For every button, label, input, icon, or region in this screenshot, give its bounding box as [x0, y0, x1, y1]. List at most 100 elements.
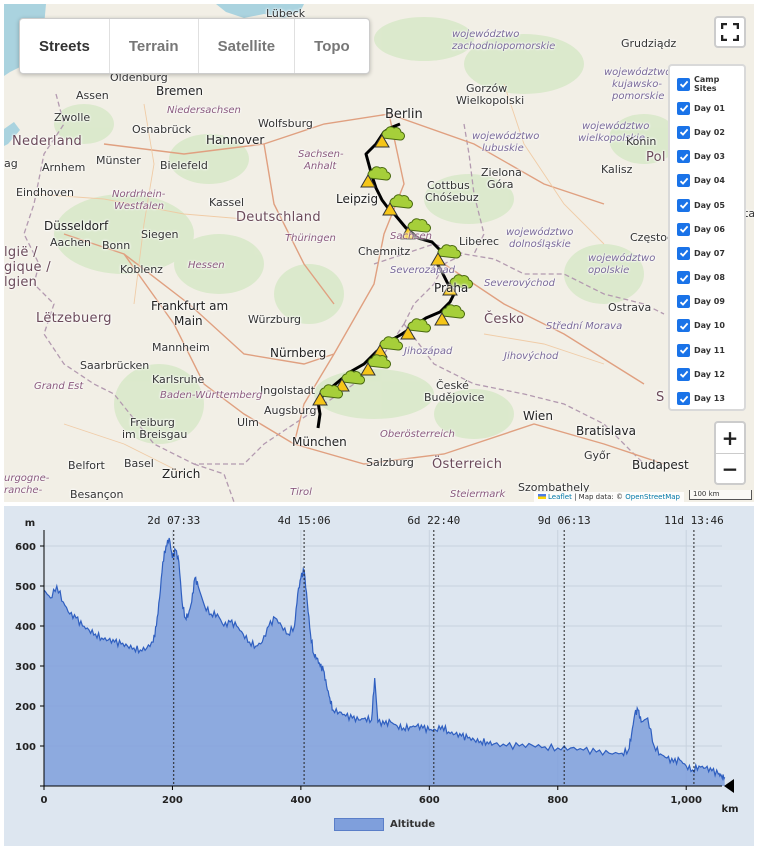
map-label: lubuskie — [482, 143, 524, 154]
checkbox-checked-icon[interactable] — [677, 246, 690, 260]
checkbox-checked-icon[interactable] — [677, 343, 690, 357]
camp-markers — [312, 126, 473, 406]
map-label: Konin — [626, 135, 657, 148]
layer-toggle[interactable]: Day 07 — [677, 241, 744, 265]
map-label: Main — [174, 314, 203, 328]
layer-toggle[interactable]: Day 01 — [677, 96, 744, 120]
day-marker-icon — [367, 166, 391, 181]
map-label: tac — [744, 207, 754, 220]
layer-toggle[interactable]: Day 05 — [677, 193, 744, 217]
checkbox-checked-icon[interactable] — [677, 77, 690, 91]
map-label: S — [656, 390, 665, 405]
legend-swatch — [334, 818, 384, 831]
attribution: Leaflet | Map data: © OpenStreetMap — [534, 492, 684, 502]
country-borders — [23, 93, 665, 502]
layer-control: Camp Sites Day 01 Day 02 Day 03 Day 04 Day 05… — [668, 64, 746, 411]
map-label: Nederland — [12, 134, 83, 149]
map-label: Nürnberg — [270, 346, 327, 360]
checkbox-checked-icon[interactable] — [677, 222, 690, 236]
layer-label: Day 05 — [694, 200, 725, 210]
layer-label: Day 03 — [694, 152, 725, 162]
tab-satellite[interactable]: Satellite — [199, 19, 296, 73]
day-marker-icon — [319, 384, 343, 399]
chart-legend[interactable]: Altitude — [334, 818, 435, 831]
day-marker-icon — [381, 126, 405, 141]
checkbox-checked-icon[interactable] — [677, 101, 690, 115]
map-label: wielkopolskie — [578, 133, 645, 144]
leaflet-link[interactable]: Leaflet — [548, 493, 572, 501]
fullscreen-button[interactable] — [714, 16, 746, 48]
layer-toggle[interactable]: Camp Sites — [677, 72, 744, 96]
x-tick-label: 800 — [547, 795, 568, 806]
map-label: gique / — [4, 260, 51, 275]
map-label: Kassel — [209, 196, 245, 209]
layer-toggle[interactable]: Day 04 — [677, 169, 744, 193]
map-view[interactable]: Lübeck województwo zachodniopomorskie Gr… — [4, 4, 754, 502]
checkbox-checked-icon[interactable] — [677, 367, 690, 381]
x-tick-label: 200 — [162, 795, 183, 806]
layer-toggle[interactable]: Day 08 — [677, 266, 744, 290]
position-pointer-icon — [724, 779, 734, 793]
time-marker-label: 9d 06:13 — [538, 514, 591, 527]
zoom-control: + − — [714, 421, 746, 485]
map-label: Praha — [434, 281, 469, 295]
map-label: lgien — [4, 275, 38, 290]
map-label: Chóśebuz — [425, 191, 479, 204]
time-marker-label: 2d 07:33 — [147, 514, 200, 527]
fullscreen-icon — [721, 23, 739, 41]
map-label: Aachen — [50, 236, 92, 249]
x-tick-label: 1,000 — [670, 795, 702, 806]
map-label: Koblenz — [120, 263, 163, 276]
map-label: Szombathely — [518, 481, 590, 494]
layer-toggle[interactable]: Day 10 — [677, 314, 744, 338]
day-marker-icon — [437, 244, 461, 259]
map-label: Bielefeld — [160, 159, 208, 172]
checkbox-checked-icon[interactable] — [677, 392, 690, 406]
map-label: lgië / — [4, 245, 38, 260]
map-label: pomorskie — [612, 91, 665, 102]
map-label: województwo — [506, 227, 574, 238]
map-label: Zielona — [481, 166, 522, 179]
checkbox-checked-icon[interactable] — [677, 319, 690, 333]
layer-toggle[interactable]: Day 12 — [677, 362, 744, 386]
layer-toggle[interactable]: Day 09 — [677, 290, 744, 314]
layer-toggle[interactable]: Day 02 — [677, 120, 744, 144]
map-label: Würzburg — [248, 313, 302, 326]
checkbox-checked-icon[interactable] — [677, 150, 690, 164]
map-label: Frankfurt am — [151, 299, 229, 313]
campsite-icon — [382, 202, 398, 216]
layer-label: Day 13 — [694, 394, 725, 404]
map-label: Lübeck — [266, 7, 306, 20]
layer-label: Day 01 — [694, 103, 725, 113]
map-label: województwo — [582, 121, 650, 132]
elevation-profile[interactable]: 2d 07:33 4d 15:06 6d 22:40 9d 06:13 11d 13:4… — [4, 506, 754, 846]
tab-streets[interactable]: Streets — [20, 19, 110, 73]
map-label: Budapest — [632, 458, 689, 472]
checkbox-checked-icon[interactable] — [677, 198, 690, 212]
map-label: Bratislava — [576, 424, 636, 438]
checkbox-checked-icon[interactable] — [677, 174, 690, 188]
y-unit-label: m — [25, 518, 35, 529]
map-label: Lëtzebuerg — [36, 311, 112, 326]
layer-label: Day 11 — [694, 345, 725, 355]
zoom-out-button[interactable]: − — [721, 457, 739, 481]
checkbox-checked-icon[interactable] — [677, 295, 690, 309]
map-label: województwo — [472, 131, 540, 142]
map-label: kujawsko- — [612, 79, 662, 90]
osm-link[interactable]: OpenStreetMap — [625, 493, 680, 501]
layer-toggle[interactable]: Day 11 — [677, 338, 744, 362]
checkbox-checked-icon[interactable] — [677, 125, 690, 139]
y-tick-label: 400 — [15, 622, 36, 633]
day-marker-icon — [441, 304, 465, 319]
map-label: Kalisz — [601, 163, 633, 176]
tab-topo[interactable]: Topo — [314, 37, 350, 55]
layer-toggle[interactable]: Day 03 — [677, 145, 744, 169]
layer-toggle[interactable]: Day 06 — [677, 217, 744, 241]
layer-label: Day 09 — [694, 297, 725, 307]
map-label: województwo — [452, 29, 520, 40]
map-label: Bremen — [156, 84, 203, 98]
tab-terrain[interactable]: Terrain — [110, 19, 199, 73]
checkbox-checked-icon[interactable] — [677, 271, 690, 285]
layer-toggle[interactable]: Day 13 — [677, 386, 744, 410]
zoom-in-button[interactable]: + — [716, 423, 744, 454]
